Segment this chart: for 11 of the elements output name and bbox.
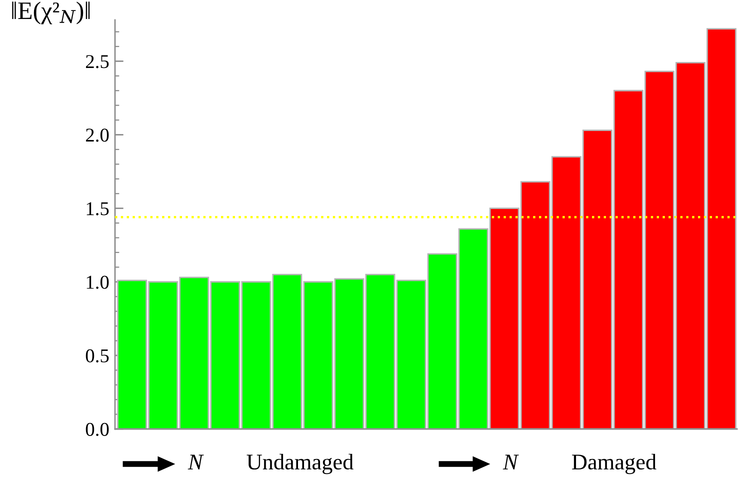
text: Damaged	[572, 454, 656, 474]
y-tick-label: 0.0	[86, 422, 109, 436]
y-tick-label: 0.5	[86, 349, 109, 362]
y-tick-label: 2.5	[86, 55, 109, 68]
y-tick-label: 2.0	[86, 128, 109, 142]
y-tick-label: 1.0	[86, 276, 109, 289]
y-axis-title: ‖E(χ²$_{N}$)‖	[12, 2, 90, 24]
text: Undamaged	[246, 454, 354, 474]
y-tick-label: 1.5	[86, 202, 109, 216]
text: N	[502, 454, 519, 470]
text: N	[188, 454, 204, 470]
